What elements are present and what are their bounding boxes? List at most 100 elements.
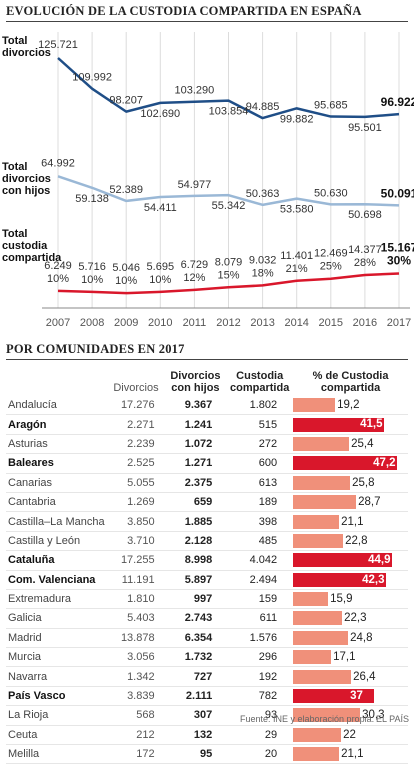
row-divorcios: 2.525 xyxy=(106,453,165,474)
custodia-label-2010: 5.695 xyxy=(147,261,175,273)
table-row: Asturias 2.239 1.072 272 25,4 xyxy=(6,434,408,455)
divorcios-label-2014: 99.882 xyxy=(280,113,314,125)
divorcios-label-2012: 103.854 xyxy=(209,106,249,118)
row-pct-cell: 17,1 xyxy=(293,647,408,668)
table-title-rule xyxy=(6,359,408,360)
con-hijos-label-2013: 50.363 xyxy=(246,188,280,200)
table-row: Cantabria 1.269 659 189 28,7 xyxy=(6,492,408,513)
row-con-hijos: 2.111 xyxy=(164,686,227,707)
divorcios-label-2008: 109.992 xyxy=(72,72,112,84)
pct-value: 42,3 xyxy=(362,573,385,586)
row-con-hijos: 2.375 xyxy=(164,473,227,493)
pct-value: 26,4 xyxy=(353,670,376,683)
row-pct-cell: 28,7 xyxy=(293,492,408,513)
line-chart: 2007 2008 2009 2010 2011 2012 2013 2014 2015 2016… xyxy=(2,32,414,329)
x-tick-2014: 2014 xyxy=(284,317,308,329)
pct-bar xyxy=(293,572,387,587)
table-row: Murcia 3.056 1.732 296 17,1 xyxy=(6,647,408,668)
row-region: Asturias xyxy=(6,434,107,455)
pct-bar xyxy=(293,708,361,723)
row-custodia: 485 xyxy=(226,531,294,552)
row-pct-cell: 41,5 xyxy=(293,414,408,435)
row-region: Com. Valenciana xyxy=(6,570,107,590)
pct-bar xyxy=(293,592,329,607)
row-con-hijos: 2.128 xyxy=(164,531,227,552)
col-pct-header: % de Custodia compartida xyxy=(312,370,389,394)
table-body: Andalucía 17.276 9.367 1.802 19,2 Aragón 2.271… xyxy=(6,396,408,764)
custodia-pct-2017: 30% xyxy=(387,253,411,267)
row-divorcios: 17.276 xyxy=(106,396,165,416)
x-tick-2013: 2013 xyxy=(250,317,274,329)
con-hijos-label-2016: 50.698 xyxy=(348,209,382,221)
x-tick-2007: 2007 xyxy=(46,317,70,329)
row-con-hijos: 95 xyxy=(164,744,227,764)
divorcios-label-2015: 95.685 xyxy=(314,100,348,112)
pct-bar xyxy=(293,514,340,529)
row-region: Cataluña xyxy=(6,550,107,571)
communities-table: Divorcios Divorcios con hijos Custodia c… xyxy=(6,360,408,764)
brand-label: EL PAÍS xyxy=(376,714,410,724)
x-tick-2010: 2010 xyxy=(148,317,172,329)
table-row: Melilla 172 95 20 21,1 xyxy=(6,744,408,764)
divorcios-label-2007: 125.721 xyxy=(38,39,78,51)
pct-bar xyxy=(293,398,336,413)
table-row: Cataluña 17.255 8.998 4.042 44,9 xyxy=(6,550,408,571)
col-region-header xyxy=(6,360,107,396)
table-header-row: Divorcios Divorcios con hijos Custodia c… xyxy=(6,360,408,396)
col-con-hijos-header: Divorcios con hijos xyxy=(170,370,221,394)
row-con-hijos: 1.271 xyxy=(164,453,227,474)
custodia-pct-2015: 25% xyxy=(320,261,342,273)
divorcios-label-2013: 94.885 xyxy=(246,101,280,113)
row-con-hijos: 132 xyxy=(164,725,227,746)
row-region: Aragón xyxy=(6,414,107,435)
x-tick-2015: 2015 xyxy=(319,317,343,329)
row-pct-cell: 26,4 xyxy=(293,666,408,687)
row-custodia: 398 xyxy=(226,511,294,532)
custodia-pct-2008: 10% xyxy=(81,274,103,286)
row-pct-cell: 19,2 xyxy=(293,396,408,416)
x-tick-2017: 2017 xyxy=(387,317,411,329)
custodia-label-2008: 5.716 xyxy=(78,261,106,273)
chart-title: EVOLUCIÓN DE LA CUSTODIA COMPARTIDA EN E… xyxy=(6,4,362,18)
row-region: Castilla y León xyxy=(6,531,107,552)
row-region: Baleares xyxy=(6,453,107,474)
row-con-hijos: 9.367 xyxy=(164,396,227,416)
pct-bar xyxy=(293,456,398,471)
row-custodia: 159 xyxy=(226,589,294,610)
row-custodia: 600 xyxy=(226,453,294,474)
custodia-label-2011: 6.729 xyxy=(181,259,209,271)
row-region: Navarra xyxy=(6,666,107,687)
x-tick-2012: 2012 xyxy=(216,317,240,329)
source-note: Fuente: INE y elaboración propia. xyxy=(240,714,375,724)
con-hijos-label-2015: 50.630 xyxy=(314,187,348,199)
row-con-hijos: 659 xyxy=(164,492,227,513)
pct-bar xyxy=(293,689,375,704)
con-hijos-label-2007: 64.992 xyxy=(41,157,75,169)
pct-value: 22 xyxy=(343,728,356,741)
con-hijos-label-2017: 50.091 xyxy=(381,186,414,200)
row-divorcios: 3.056 xyxy=(106,647,165,668)
row-custodia: 29 xyxy=(226,725,294,746)
pct-bar xyxy=(293,475,351,490)
pct-value: 47,2 xyxy=(373,457,396,470)
title-rule xyxy=(6,21,408,22)
row-region: Andalucía xyxy=(6,396,107,416)
pct-value: 15,9 xyxy=(330,593,353,606)
divorcios-label-2017: 96.922 xyxy=(381,95,414,109)
row-custodia: 296 xyxy=(226,647,294,668)
col-divorcios-header: Divorcios xyxy=(113,382,159,394)
custodia-label-2015: 12.469 xyxy=(314,248,348,260)
pct-value: 30,3 xyxy=(362,709,385,722)
divorcios-label-2011: 103.290 xyxy=(175,85,215,97)
row-region: Extremadura xyxy=(6,589,107,610)
divorcios-label-2010: 102.690 xyxy=(140,108,180,120)
row-custodia: 613 xyxy=(226,473,294,493)
row-custodia: 515 xyxy=(226,414,294,435)
custodia-pct-2012: 15% xyxy=(217,269,239,281)
custodia-pct-2014: 21% xyxy=(286,263,308,275)
x-tick-2016: 2016 xyxy=(353,317,377,329)
row-custodia: 20 xyxy=(226,744,294,764)
row-region: Castilla–La Mancha xyxy=(6,511,107,532)
row-custodia: 1.802 xyxy=(226,396,294,416)
pct-bar xyxy=(293,417,385,432)
